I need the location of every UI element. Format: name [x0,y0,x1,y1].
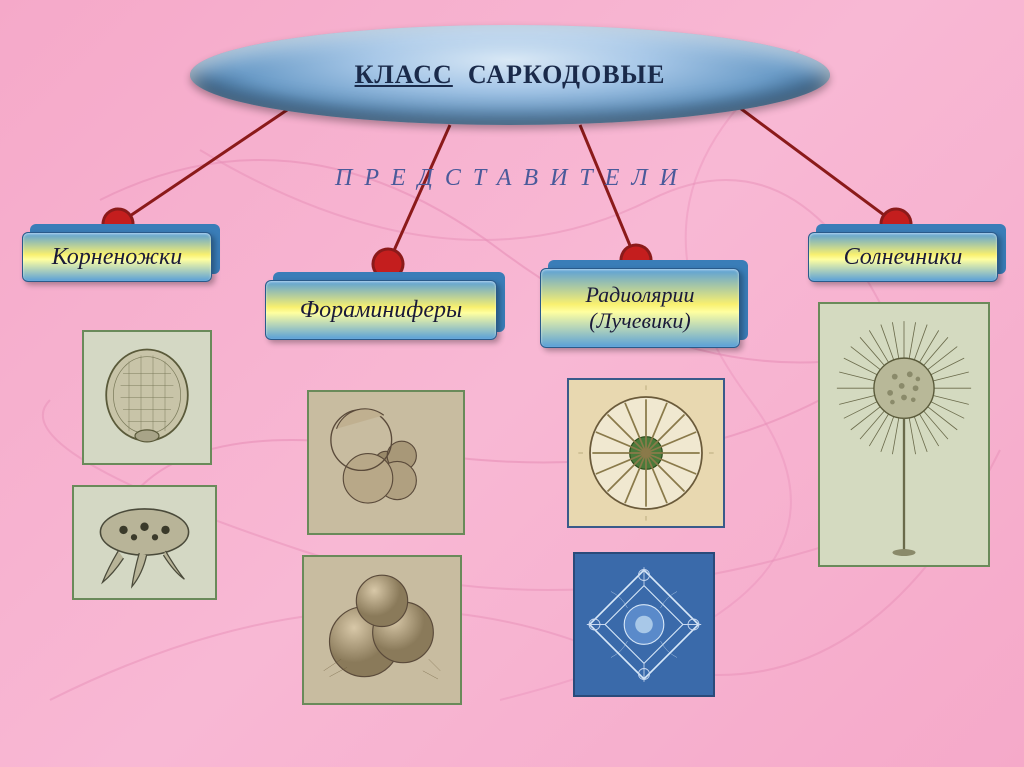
image-radio-1 [567,378,725,528]
image-foram-1 [307,390,465,535]
subtitle: ПРЕДСТАВИТЕЛИ [0,165,1024,192]
node-label: Солнечники [844,244,963,271]
node-label: Фораминиферы [300,297,462,324]
image-sun-1 [818,302,990,567]
node-foram: Фораминиферы [265,280,497,340]
page-title: КЛАСС САРКОДОВЫЕ [355,60,666,90]
title-rest: САРКОДОВЫЕ [468,60,666,89]
node-label: Радиолярии (Лучевики) [585,282,694,335]
node-label: Корненожки [52,244,182,271]
image-korn-1 [82,330,212,465]
node-sun: Солнечники [808,232,998,282]
image-foram-2 [302,555,462,705]
title-underlined: КЛАСС [355,60,453,89]
node-korn: Корненожки [22,232,212,282]
image-korn-2 [72,485,217,600]
node-radio: Радиолярии (Лучевики) [540,268,740,348]
image-radio-2 [573,552,715,697]
header-ellipse: КЛАСС САРКОДОВЫЕ [190,25,830,125]
